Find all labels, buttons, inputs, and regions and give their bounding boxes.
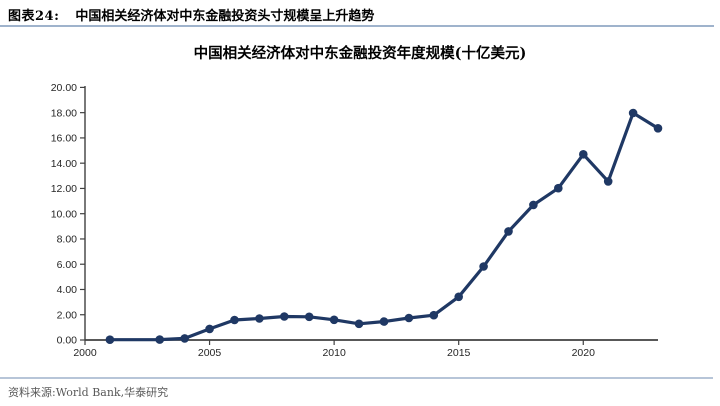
- y-axis-label: 20.00: [51, 82, 77, 94]
- chart-title: 中国相关经济体对中东金融投资年度规模(十亿美元): [193, 45, 527, 62]
- y-axis-label: 4.00: [57, 284, 78, 296]
- line-series: [108, 111, 660, 342]
- y-axis-label: 16.00: [51, 133, 77, 145]
- data-point: [304, 312, 314, 322]
- data-point: [579, 150, 588, 159]
- data-point: [205, 324, 214, 334]
- figure-number-label: 图表24:: [8, 9, 60, 24]
- y-axis-label: 18.00: [51, 107, 77, 119]
- y-axis-label: 0.00: [57, 335, 78, 347]
- y-axis-label: 8.00: [57, 234, 78, 246]
- data-point: [404, 313, 414, 323]
- data-point: [379, 317, 389, 326]
- data-point: [603, 177, 613, 186]
- y-axis-label: 6.00: [57, 259, 78, 271]
- y-axis-label: 2.00: [57, 309, 78, 321]
- data-point: [255, 314, 264, 323]
- figure-header: 图表24: 中国相关经济体对中东金融投资头寸规模呈上升趋势: [0, 0, 714, 27]
- x-axis-label: 2005: [198, 347, 222, 359]
- x-axis-label: 2010: [322, 347, 346, 359]
- data-point: [155, 335, 164, 344]
- data-point: [554, 183, 563, 193]
- data-point: [479, 262, 488, 271]
- data-point: [653, 124, 663, 133]
- data-point: [329, 315, 339, 325]
- x-axis-label: 2015: [447, 347, 471, 359]
- data-point: [429, 310, 439, 320]
- data-point: [280, 312, 289, 321]
- x-axis-label: 2000: [73, 347, 97, 359]
- data-point: [504, 227, 513, 236]
- y-axis-label: 10.00: [51, 208, 77, 220]
- line-chart: 0.00 2.00 4.00 6.00 8.00 10.00 12.00 14.00 16.00…: [51, 82, 663, 359]
- data-point: [529, 200, 538, 210]
- footer-rule: [0, 377, 713, 379]
- data-point: [105, 335, 115, 345]
- y-axis-label: 12.00: [51, 183, 77, 195]
- data-point: [230, 315, 239, 325]
- y-axis-label: 14.00: [51, 158, 77, 170]
- data-point: [454, 292, 464, 302]
- source-text: 资料来源:World Bank,华泰研究: [8, 386, 169, 399]
- data-point: [180, 334, 189, 343]
- data-point: [628, 108, 638, 118]
- x-axis-label: 2020: [572, 347, 596, 359]
- figure-title: 中国相关经济体对中东金融投资头寸规模呈上升趋势: [75, 9, 375, 24]
- data-point: [354, 319, 364, 329]
